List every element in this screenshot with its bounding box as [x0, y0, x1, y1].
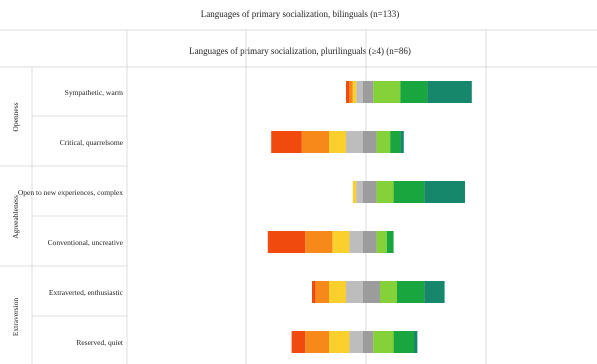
item-label: Open to new experiences, complex — [18, 188, 123, 197]
bar-segment — [400, 81, 428, 103]
bar-segment — [363, 131, 377, 153]
header-plurilinguals: Languages of primary socialization, plur… — [189, 46, 411, 56]
bar-segment — [363, 231, 377, 253]
bar-segment — [352, 81, 357, 103]
bar-segment — [356, 81, 363, 103]
bar-segment — [390, 131, 401, 153]
bar-segment — [315, 281, 329, 303]
bar-segment — [349, 81, 353, 103]
bar-segment — [373, 81, 401, 103]
group-label: Openness — [11, 102, 20, 131]
bar-segment — [386, 231, 394, 253]
bar-segment — [363, 331, 374, 353]
bar-segment — [356, 181, 363, 203]
bars-layer — [267, 81, 472, 353]
bar-segment — [414, 331, 418, 353]
bar-segment — [291, 331, 306, 353]
bar-segment — [397, 281, 425, 303]
bar-segment — [332, 231, 350, 253]
bar-segment — [376, 131, 391, 153]
bar-segment — [312, 281, 316, 303]
group-label: Agreeableness — [11, 195, 20, 239]
bar-segment — [271, 131, 302, 153]
bar-segment — [393, 181, 425, 203]
bar-segment — [305, 231, 333, 253]
header-bilinguals: Languages of primary socialization, bili… — [201, 9, 400, 19]
frame-layer — [0, 29, 597, 364]
bar-segment — [352, 181, 357, 203]
item-label: Conventional, uncreative — [48, 238, 124, 247]
bar-segment — [424, 181, 465, 203]
bar-segment — [376, 181, 394, 203]
item-label: Extraverted, enthusiastic — [49, 288, 124, 297]
bar-segment — [349, 331, 363, 353]
bar-segment — [349, 231, 363, 253]
bar-segment — [267, 231, 306, 253]
bar-segment — [363, 181, 377, 203]
bar-segment — [346, 131, 363, 153]
bar-segment — [329, 131, 346, 153]
bar-segment — [380, 281, 397, 303]
item-label: Sympathetic, warm — [65, 88, 123, 97]
bar-segment — [400, 131, 404, 153]
group-label: Extraversion — [11, 298, 20, 337]
labels-layer: Openness Agreeableness Extraversion Sympath… — [11, 88, 124, 347]
bar-segment — [393, 331, 414, 353]
bar-segment — [373, 331, 394, 353]
bar-segment — [301, 131, 329, 153]
item-label: Reserved, quiet — [76, 338, 124, 347]
item-label: Critical, quarrelsome — [60, 138, 124, 147]
bar-segment — [363, 81, 374, 103]
bar-segment — [329, 281, 346, 303]
bar-segment — [329, 331, 350, 353]
bar-segment — [305, 331, 329, 353]
bar-segment — [346, 281, 363, 303]
bar-segment — [346, 81, 350, 103]
bar-segment — [376, 231, 387, 253]
bar-segment — [363, 281, 380, 303]
bar-segment — [427, 81, 472, 103]
bar-segment — [424, 281, 445, 303]
